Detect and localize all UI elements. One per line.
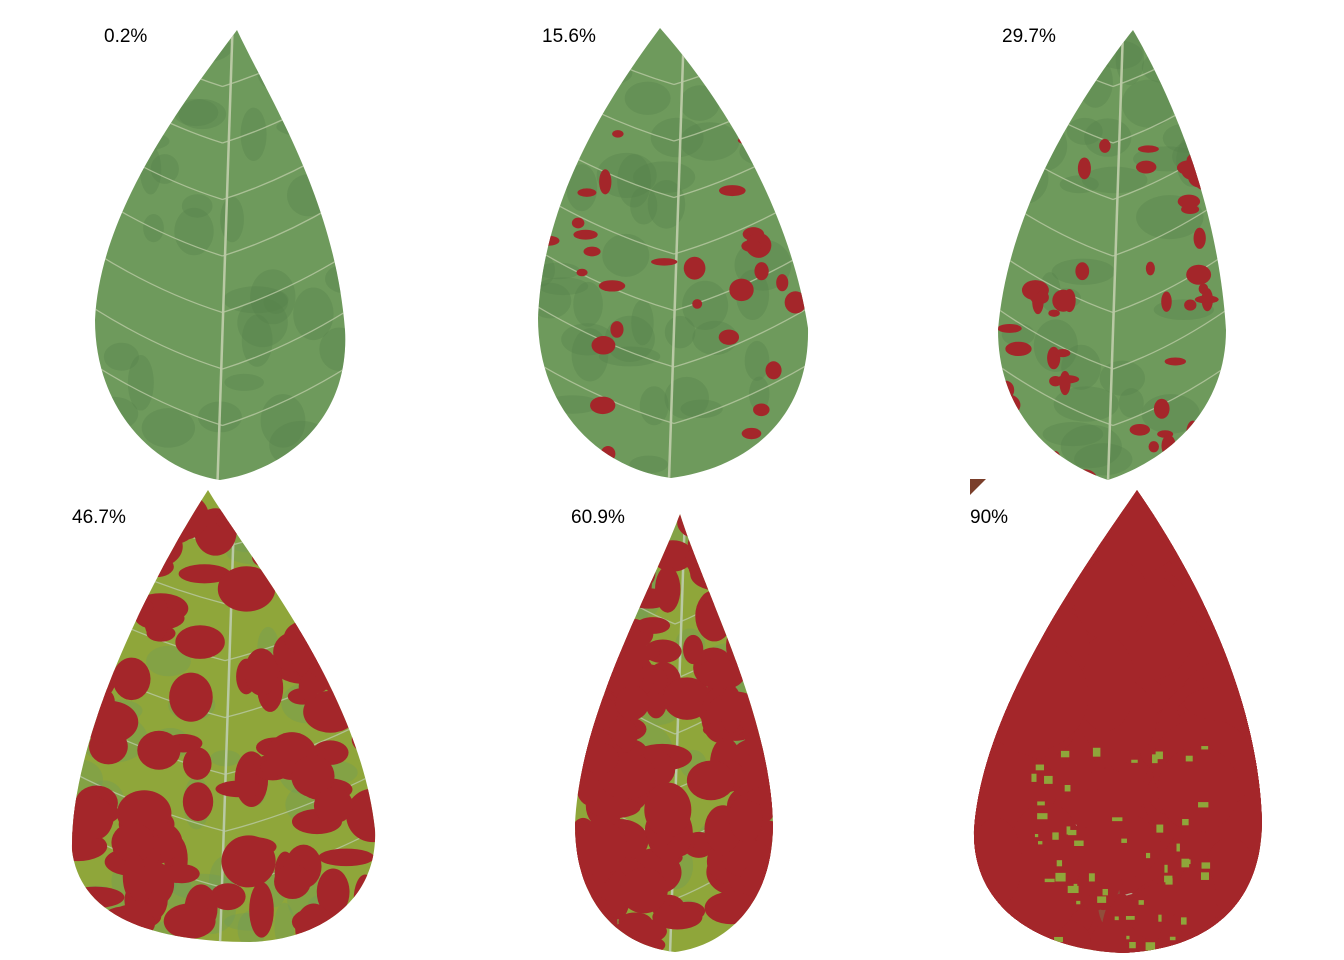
severity-label-1: 0.2% bbox=[104, 26, 148, 47]
leaf-image-1 bbox=[95, 30, 346, 480]
severity-label-6: 90% bbox=[970, 507, 1009, 528]
severity-label-2: 15.6% bbox=[542, 26, 596, 47]
leaf-image-2 bbox=[538, 28, 809, 478]
severity-label-4: 46.7% bbox=[72, 507, 126, 528]
leaf-image-3 bbox=[998, 30, 1226, 480]
severity-label-3: 29.7% bbox=[1002, 26, 1056, 47]
leaf-image-4 bbox=[71, 490, 376, 942]
leaf-image-6 bbox=[973, 490, 1262, 953]
severity-label-5: 60.9% bbox=[571, 507, 625, 528]
leaf-image-5 bbox=[575, 514, 773, 952]
corner-marker bbox=[970, 479, 986, 495]
